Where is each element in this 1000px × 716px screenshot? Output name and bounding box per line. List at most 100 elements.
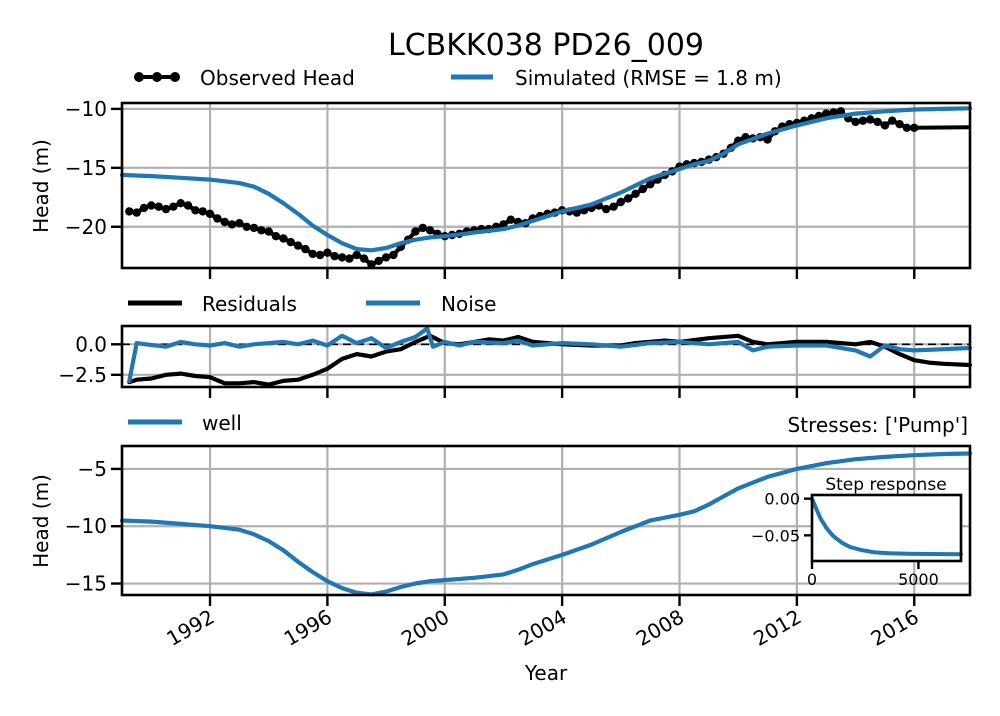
observed-point	[227, 220, 237, 229]
stress-ylabel: Head (m)	[29, 474, 53, 568]
head-panel: −10 −15 −20 Head (m)	[29, 97, 973, 279]
observed-legend-label: Observed Head	[200, 66, 355, 90]
head-ylabel: Head (m)	[29, 139, 53, 233]
y-tick-label: −2.5	[58, 363, 107, 387]
inset-title: Step response	[825, 475, 946, 495]
observed-point	[315, 250, 325, 260]
step-response-series	[810, 496, 963, 557]
head-legend: Observed Head Simulated (RMSE = 1.8 m)	[134, 66, 782, 90]
observed-point	[330, 252, 339, 261]
stresses-label: Stresses: ['Pump']	[788, 413, 968, 437]
well-legend-label: well	[202, 411, 242, 435]
observed-point	[249, 223, 259, 233]
observed-point	[888, 116, 897, 125]
observed-point	[418, 223, 427, 233]
observed-point	[169, 202, 178, 211]
observed-point	[866, 115, 875, 124]
residuals-grid	[122, 326, 970, 387]
observed-point	[147, 201, 156, 210]
series-line	[127, 326, 973, 383]
stress-legend: well Stresses: ['Pump']	[128, 411, 968, 437]
observed-point	[139, 203, 149, 213]
observed-point	[191, 206, 200, 215]
residuals-ticks: 0.0 −2.5	[58, 332, 916, 398]
observed-point	[381, 253, 391, 262]
observed-point	[301, 244, 310, 254]
step-response-ticks: 0.00 −0.05 0 5000	[751, 490, 939, 589]
stress-axes-frame	[120, 444, 972, 597]
head-series	[119, 106, 973, 269]
head-axes-frame	[120, 101, 972, 270]
y-tick-label: −15	[65, 572, 107, 596]
observed-point	[161, 204, 171, 214]
observed-point	[602, 204, 611, 214]
observed-point	[183, 201, 193, 210]
observed-point	[235, 219, 244, 228]
observed-point	[389, 250, 398, 260]
observed-point	[851, 117, 860, 127]
observed-point	[411, 227, 420, 236]
residuals-axes-frame	[120, 324, 972, 389]
observed-point	[264, 227, 273, 236]
observed-legend-marker	[134, 72, 144, 82]
observed-legend-marker	[152, 72, 162, 82]
observed-point	[220, 217, 229, 227]
series-line	[810, 496, 963, 557]
figure-title: LCBKK038 PD26_009	[388, 28, 704, 63]
observed-point	[198, 207, 207, 216]
x-tick-label: 1992	[162, 605, 218, 651]
stress-ticks: −5 −10 −15 1992 1996 2000 2004 2008 2012 2016	[65, 457, 923, 651]
noise-legend-label: Noise	[441, 292, 496, 316]
observed-point	[858, 116, 868, 125]
observed-point	[616, 197, 625, 207]
observed-point	[829, 108, 838, 117]
x-tick-label: 2016	[867, 605, 923, 651]
step-response-inset: 0.00 −0.05 0 5000 Step response	[751, 475, 963, 589]
observed-point	[836, 107, 846, 116]
observed-point	[763, 135, 772, 144]
simulated-legend-label: Simulated (RMSE = 1.8 m)	[515, 66, 782, 90]
x-tick-label: 1996	[280, 605, 336, 651]
y-tick-label: 0.00	[764, 490, 800, 509]
series-line	[119, 106, 973, 253]
observed-point	[257, 226, 266, 235]
observed-point	[910, 123, 919, 132]
observed-point	[293, 241, 303, 250]
y-tick-label: −15	[65, 156, 107, 180]
y-tick-label: −10	[65, 97, 107, 121]
x-tick-label: 2000	[397, 605, 453, 651]
y-tick-label: −5	[78, 457, 107, 481]
observed-point	[638, 184, 647, 194]
head-ticks: −10 −15 −20	[65, 97, 916, 279]
series-line	[127, 333, 973, 387]
observed-point	[359, 254, 369, 263]
observed-point	[154, 202, 163, 211]
observed-point	[367, 260, 376, 269]
x-axis-label: Year	[524, 661, 568, 685]
y-tick-label: −10	[65, 514, 107, 538]
x-tick-label: 2008	[632, 605, 688, 651]
observed-point	[323, 248, 332, 257]
x-tick-label: 2012	[749, 605, 805, 651]
observed-point	[646, 180, 655, 189]
residuals-legend: Residuals Noise	[128, 292, 496, 316]
series-line	[119, 451, 973, 597]
observed-point	[609, 202, 618, 211]
observed-point	[873, 117, 882, 127]
observed-point	[902, 123, 912, 132]
observed-legend-marker	[170, 72, 180, 82]
inset-axes-frame	[810, 493, 963, 563]
y-tick-label: −20	[65, 215, 107, 239]
y-tick-label: 0.0	[75, 332, 107, 356]
observed-point	[286, 237, 295, 247]
observed-point	[624, 194, 633, 203]
x-tick-label: 5000	[898, 570, 939, 589]
x-tick-label: 2004	[515, 605, 571, 651]
observed-point	[242, 222, 251, 231]
residuals-series	[122, 326, 973, 387]
series-line-segment	[914, 125, 971, 130]
observed-point	[352, 250, 361, 260]
observed-point	[374, 256, 383, 266]
observed-point	[822, 109, 831, 118]
observed-point	[132, 208, 141, 217]
